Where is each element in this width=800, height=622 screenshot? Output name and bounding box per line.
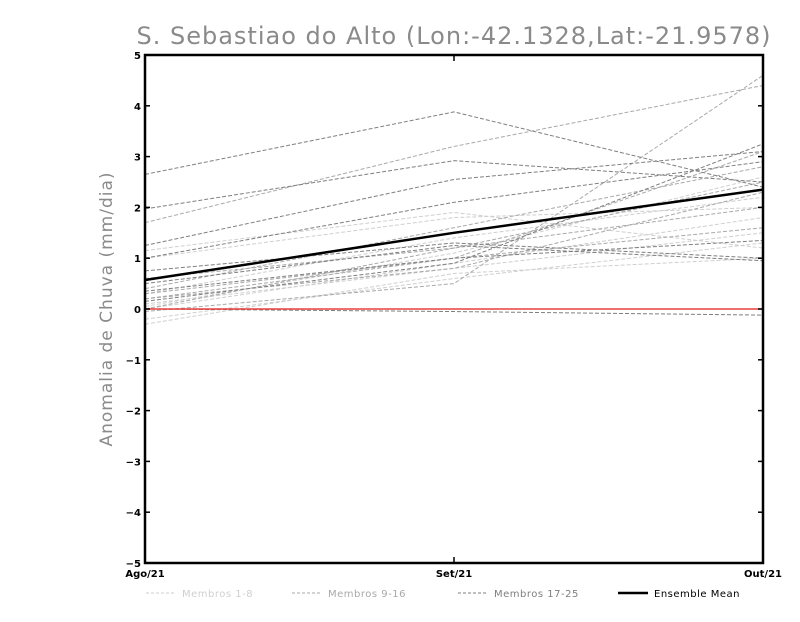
- y-tick-label: −1: [126, 356, 141, 367]
- legend-label-1: Membros 1-8: [182, 589, 253, 600]
- x-tick-label: Out/21: [744, 569, 782, 580]
- member-series-line-24: [144, 143, 764, 302]
- legend-label-2: Membros 9-16: [328, 589, 406, 600]
- member-series-line-7: [144, 196, 764, 295]
- member-series-line-9: [144, 84, 764, 224]
- member-series-line-6: [144, 206, 764, 259]
- member-series-line-25: [144, 239, 764, 292]
- member-series-line-19: [144, 151, 764, 246]
- y-tick-label: 2: [134, 203, 141, 214]
- y-tick-label: 1: [134, 254, 141, 265]
- x-tick-label: Set/21: [436, 569, 472, 580]
- member-series-line-1: [144, 257, 764, 325]
- member-series-line-8: [144, 211, 764, 252]
- y-tick-label: −2: [126, 407, 141, 418]
- y-tick-label: −5: [126, 559, 141, 570]
- y-tick-label: 4: [134, 102, 141, 113]
- y-tick-label: 3: [134, 153, 141, 164]
- ensemble-mean-line: [144, 188, 764, 282]
- member-series-line-5: [144, 232, 764, 305]
- chart-title: S. Sebastiao do Alto (Lon:-42.1328,Lat:-…: [136, 22, 771, 50]
- y-tick-label: −3: [126, 457, 141, 468]
- member-series-line-17: [144, 111, 764, 188]
- y-tick-label: −4: [126, 508, 141, 519]
- plot-area: [144, 74, 764, 325]
- member-series-line-20: [144, 161, 764, 259]
- member-series-line-10: [144, 166, 764, 290]
- member-series-line-11: [144, 227, 764, 300]
- legend: Membros 1-8 Membros 9-16 Membros 17-25 Ense…: [146, 589, 740, 600]
- member-series-line-18: [144, 160, 764, 210]
- axes: −5 −4 −3 −2 −1 0 1 2 3 4 5 Ago/21 Set/21 Out/21: [125, 51, 782, 580]
- legend-label-4: Ensemble Mean: [654, 589, 740, 600]
- member-series-line-23: [144, 308, 764, 316]
- legend-label-3: Membros 17-25: [494, 589, 579, 600]
- y-tick-label: 0: [134, 305, 141, 316]
- y-tick-label: 5: [134, 51, 141, 62]
- x-tick-label: Ago/21: [125, 569, 164, 580]
- member-series-line-16: [144, 206, 764, 280]
- member-series-line-12: [144, 74, 764, 313]
- member-series-line-21: [144, 242, 764, 272]
- y-axis-label: Anomalia de Chuva (mm/dia): [97, 171, 117, 446]
- member-series-line-3: [144, 217, 764, 310]
- member-series-line-22: [144, 244, 764, 285]
- member-series-line-15: [144, 151, 764, 295]
- member-series-line-2: [144, 242, 764, 320]
